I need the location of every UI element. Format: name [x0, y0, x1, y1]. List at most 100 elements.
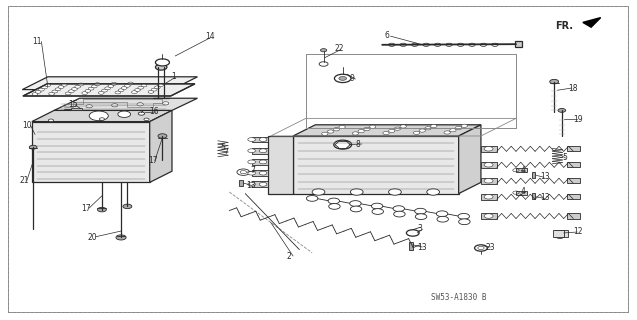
Circle shape	[394, 127, 401, 130]
Circle shape	[61, 83, 68, 86]
Text: 12: 12	[573, 228, 583, 236]
Circle shape	[118, 89, 124, 92]
Circle shape	[240, 171, 247, 174]
Text: 16: 16	[150, 107, 159, 116]
Circle shape	[333, 128, 340, 131]
Circle shape	[116, 235, 126, 240]
Circle shape	[71, 87, 77, 91]
Circle shape	[162, 102, 169, 105]
Circle shape	[65, 92, 71, 95]
Text: 4: 4	[521, 166, 526, 175]
Text: 18: 18	[568, 84, 578, 92]
Circle shape	[352, 132, 359, 135]
Circle shape	[334, 74, 351, 83]
Bar	[567, 178, 580, 183]
Circle shape	[158, 134, 167, 138]
Text: 7: 7	[250, 166, 255, 175]
Circle shape	[48, 92, 54, 95]
Circle shape	[151, 88, 157, 91]
Text: 5: 5	[562, 153, 568, 162]
Circle shape	[350, 189, 363, 195]
Circle shape	[306, 196, 318, 201]
Circle shape	[121, 87, 127, 90]
Circle shape	[115, 91, 121, 94]
Bar	[252, 159, 268, 165]
Text: 6: 6	[384, 31, 389, 40]
Bar	[252, 170, 268, 176]
Circle shape	[97, 207, 106, 212]
Circle shape	[78, 83, 83, 86]
Polygon shape	[32, 122, 150, 182]
Circle shape	[484, 195, 493, 199]
Circle shape	[419, 129, 426, 132]
Polygon shape	[23, 84, 195, 96]
Circle shape	[412, 43, 418, 46]
Circle shape	[492, 43, 498, 46]
Circle shape	[108, 85, 113, 88]
Bar	[239, 180, 243, 186]
Polygon shape	[583, 18, 601, 27]
Text: FR.: FR.	[555, 20, 573, 31]
Circle shape	[423, 43, 429, 46]
Circle shape	[75, 85, 80, 88]
Bar	[532, 193, 535, 199]
Circle shape	[350, 201, 361, 206]
Bar	[567, 146, 580, 151]
Text: 10: 10	[22, 121, 32, 130]
Circle shape	[555, 234, 564, 238]
Text: 23: 23	[485, 243, 495, 252]
Circle shape	[127, 82, 134, 85]
Polygon shape	[32, 110, 172, 122]
Bar	[409, 242, 413, 250]
Circle shape	[484, 179, 493, 183]
Bar	[252, 137, 268, 142]
Circle shape	[434, 43, 441, 46]
Circle shape	[400, 43, 406, 46]
Text: 20: 20	[88, 233, 97, 242]
Bar	[555, 230, 568, 237]
Text: 4: 4	[521, 188, 526, 196]
Polygon shape	[293, 136, 459, 194]
Circle shape	[99, 118, 104, 120]
Circle shape	[415, 214, 427, 220]
Bar	[481, 213, 497, 219]
Bar	[516, 168, 527, 172]
Bar	[516, 191, 527, 195]
Bar	[515, 41, 522, 47]
Circle shape	[123, 204, 132, 209]
Circle shape	[469, 43, 475, 46]
Circle shape	[135, 88, 140, 92]
Circle shape	[259, 138, 267, 141]
Circle shape	[480, 43, 487, 46]
Circle shape	[131, 91, 138, 94]
Text: 1: 1	[171, 72, 175, 81]
Circle shape	[457, 43, 464, 46]
Circle shape	[85, 90, 90, 92]
Circle shape	[461, 124, 468, 127]
Circle shape	[350, 206, 362, 212]
Circle shape	[29, 145, 37, 149]
Circle shape	[138, 112, 145, 115]
Bar	[252, 148, 268, 154]
Circle shape	[248, 138, 255, 141]
Circle shape	[41, 86, 48, 89]
Circle shape	[475, 245, 487, 251]
Circle shape	[48, 119, 54, 122]
Text: 5: 5	[220, 143, 225, 152]
Circle shape	[124, 84, 130, 87]
Text: 22: 22	[334, 44, 344, 53]
Circle shape	[400, 125, 406, 128]
Bar	[481, 178, 497, 184]
Bar	[481, 162, 497, 168]
Circle shape	[334, 140, 352, 149]
Circle shape	[458, 213, 469, 219]
Circle shape	[55, 88, 61, 91]
Circle shape	[383, 132, 389, 135]
Circle shape	[259, 182, 267, 186]
Circle shape	[406, 230, 419, 236]
Circle shape	[237, 169, 250, 175]
Circle shape	[459, 219, 470, 225]
Circle shape	[358, 130, 364, 133]
Circle shape	[155, 64, 167, 70]
Circle shape	[484, 163, 493, 167]
